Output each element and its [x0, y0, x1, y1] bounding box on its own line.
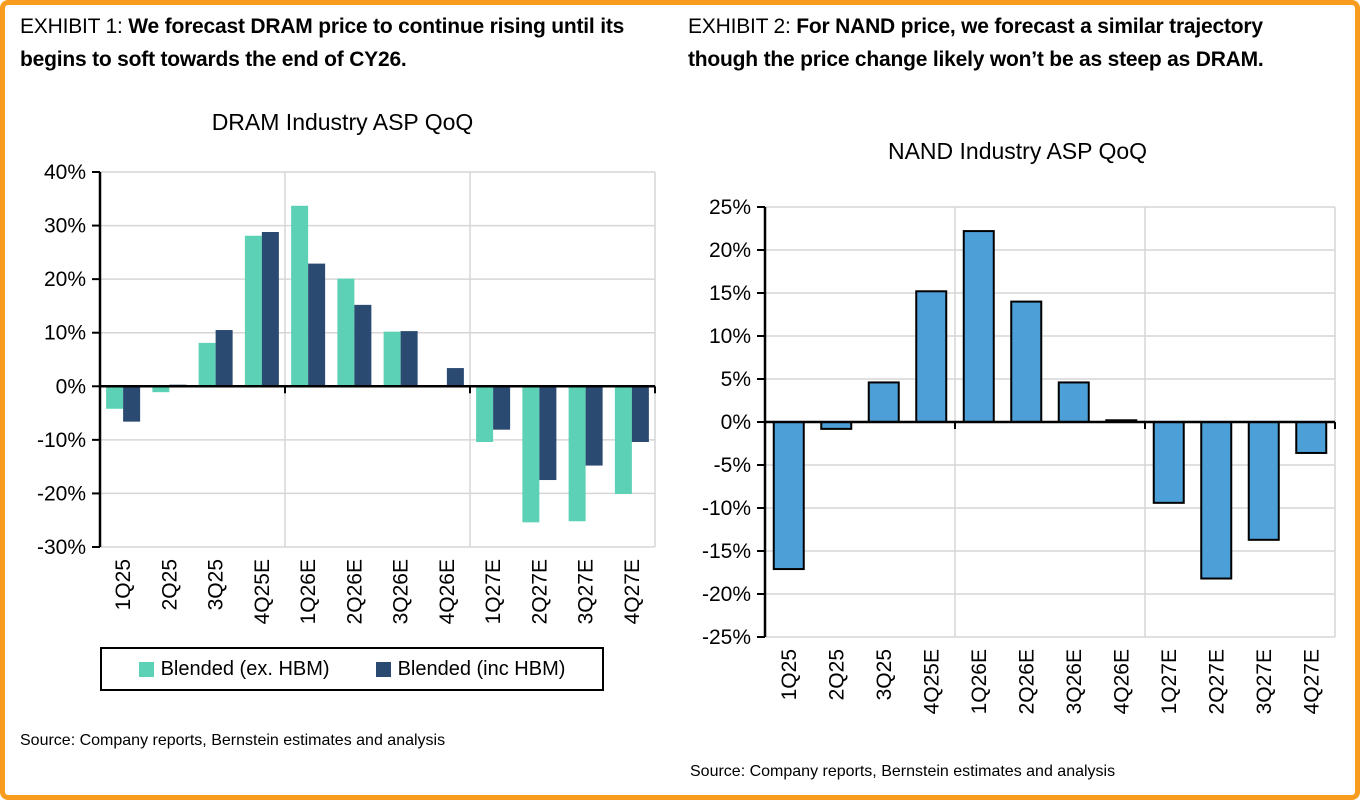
- svg-text:40%: 40%: [44, 161, 86, 184]
- dram-legend: Blended (ex. HBM) Blended (inc HBM): [100, 647, 604, 691]
- exhibit-2-heading: EXHIBIT 2: For NAND price, we forecast a…: [688, 11, 1300, 76]
- svg-text:4Q25E: 4Q25E: [251, 559, 274, 624]
- dram-chart-title: DRAM Industry ASP QoQ: [211, 109, 474, 135]
- svg-text:3Q26E: 3Q26E: [1063, 649, 1086, 714]
- exhibit-1-source: Source: Company reports, Bernstein estim…: [20, 732, 446, 749]
- exhibit-2-title-text: For NAND price, we forecast a similar tr…: [688, 15, 1264, 71]
- svg-text:-15%: -15%: [702, 540, 751, 563]
- svg-text:4Q27E: 4Q27E: [621, 559, 644, 624]
- exhibit-1-title-text: We forecast DRAM price to continue risin…: [20, 15, 625, 71]
- legend-item-inc-hbm: Blended (inc HBM): [375, 657, 566, 681]
- svg-text:1Q25: 1Q25: [778, 649, 801, 700]
- nand-chart-title: NAND Industry ASP QoQ: [887, 138, 1148, 164]
- svg-text:2Q27E: 2Q27E: [528, 559, 551, 624]
- svg-text:5%: 5%: [721, 368, 751, 391]
- svg-text:4Q25E: 4Q25E: [920, 649, 943, 714]
- svg-text:1Q25: 1Q25: [112, 559, 135, 610]
- svg-text:4Q26E: 4Q26E: [1110, 649, 1133, 714]
- legend-item-ex-hbm: Blended (ex. HBM): [138, 657, 330, 681]
- exhibit-1-label: EXHIBIT 1:: [20, 15, 123, 38]
- svg-text:0%: 0%: [56, 375, 86, 398]
- svg-text:20%: 20%: [709, 239, 751, 262]
- dram-bar-chart: 40% 30% 20% 10% 0% -10% -20% -30% 1Q25 2Q25 3Q25 4Q…: [37, 161, 656, 624]
- svg-text:-20%: -20%: [702, 583, 751, 606]
- svg-text:2Q25: 2Q25: [158, 559, 181, 610]
- svg-text:1Q26E: 1Q26E: [968, 649, 991, 714]
- svg-text:-5%: -5%: [714, 454, 751, 477]
- svg-text:2Q27E: 2Q27E: [1205, 649, 1228, 714]
- svg-text:1Q26E: 1Q26E: [297, 559, 320, 624]
- teal-swatch-icon: [138, 661, 154, 677]
- svg-text:10%: 10%: [709, 325, 751, 348]
- svg-text:3Q27E: 3Q27E: [575, 559, 598, 624]
- svg-text:1Q27E: 1Q27E: [1158, 649, 1181, 714]
- svg-text:-10%: -10%: [37, 429, 86, 452]
- svg-text:4Q26E: 4Q26E: [436, 559, 459, 624]
- svg-text:3Q25: 3Q25: [873, 649, 896, 700]
- svg-text:1Q27E: 1Q27E: [482, 559, 505, 624]
- svg-text:2Q25: 2Q25: [825, 649, 848, 700]
- exhibit-2-source: Source: Company reports, Bernstein estim…: [690, 763, 1116, 780]
- svg-text:3Q27E: 3Q27E: [1253, 649, 1276, 714]
- svg-text:-25%: -25%: [702, 626, 751, 649]
- svg-text:25%: 25%: [709, 196, 751, 219]
- svg-text:-10%: -10%: [702, 497, 751, 520]
- svg-text:-20%: -20%: [37, 482, 86, 505]
- svg-text:20%: 20%: [44, 268, 86, 291]
- exhibit-2-label: EXHIBIT 2:: [688, 15, 791, 38]
- exhibit-1-heading: EXHIBIT 1: We forecast DRAM price to con…: [20, 11, 640, 76]
- svg-text:30%: 30%: [44, 215, 86, 238]
- legend-label-ex-hbm: Blended (ex. HBM): [160, 657, 330, 680]
- svg-text:15%: 15%: [709, 282, 751, 305]
- svg-text:2Q26E: 2Q26E: [1015, 649, 1038, 714]
- svg-text:0%: 0%: [721, 411, 751, 434]
- navy-swatch-icon: [375, 661, 391, 677]
- legend-label-inc-hbm: Blended (inc HBM): [397, 657, 566, 680]
- svg-text:2Q26E: 2Q26E: [343, 559, 366, 624]
- svg-text:-30%: -30%: [37, 536, 86, 559]
- svg-text:3Q26E: 3Q26E: [390, 559, 413, 624]
- nand-bar-chart: 25% 20% 15% 10% 5% 0% -5% -10% -15% -20% -25% 1Q25 2…: [702, 196, 1336, 714]
- svg-text:10%: 10%: [44, 322, 86, 345]
- svg-text:4Q27E: 4Q27E: [1300, 649, 1323, 714]
- svg-text:3Q25: 3Q25: [205, 559, 228, 610]
